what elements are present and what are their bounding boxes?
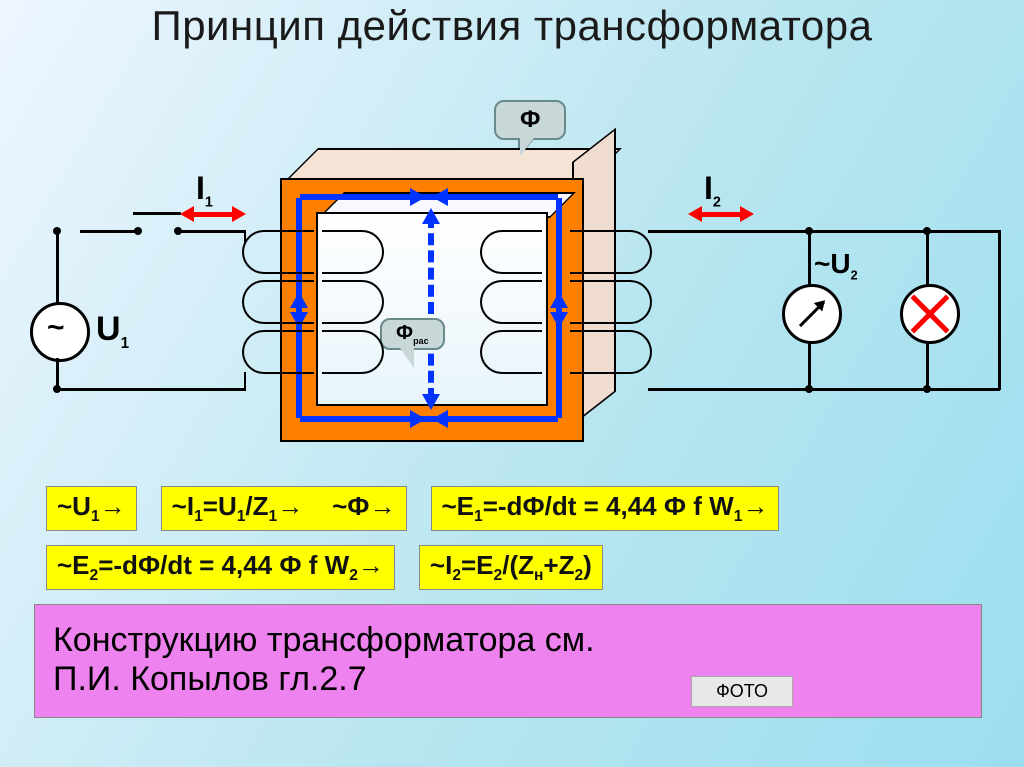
wire <box>648 388 1000 391</box>
flux-bottom <box>300 416 558 422</box>
node-dot <box>923 227 931 235</box>
flux-right <box>556 198 562 418</box>
leakage-flux-line <box>428 216 434 400</box>
phi-scatter-callout: Фрас <box>380 318 445 350</box>
leakage-arrow <box>422 208 440 224</box>
node-dot <box>923 385 931 393</box>
wire <box>56 230 59 304</box>
i2-arrow-r <box>740 206 754 222</box>
switch-bar <box>133 212 181 215</box>
eq-u1: ~U1→ <box>46 486 137 531</box>
winding-secondary <box>570 330 652 374</box>
leakage-arrow <box>422 394 440 410</box>
ac-source: ~ <box>30 302 90 362</box>
winding-primary <box>322 330 384 374</box>
i1-arrow-line <box>192 212 236 217</box>
phi-callout: Ф <box>494 100 566 140</box>
wire <box>998 230 1001 390</box>
meter <box>782 284 842 344</box>
i1-label: I1 <box>196 170 213 210</box>
flux-arrow <box>432 188 448 206</box>
phi-sc-tail <box>400 348 414 368</box>
ref-line2: П.И. Копылов гл.2.7 <box>53 660 963 699</box>
phi-callout-tail <box>520 138 534 156</box>
phi-sc-text: Ф <box>396 322 413 344</box>
phi-sc-sub: рас <box>413 336 429 346</box>
switch-node <box>174 227 182 235</box>
eq-e2: ~E2=-dФ/dt = 4,44 Ф f W2→ <box>46 545 395 590</box>
wire <box>56 388 246 391</box>
node-dot <box>53 227 61 235</box>
transformer-diagram: Ф Фрас ~ I1 U1 <box>0 52 1024 472</box>
flux-arrow <box>410 188 426 206</box>
ref-line1: Конструкцию трансформатора см. <box>53 621 963 660</box>
i1-arrow-r <box>232 206 246 222</box>
eq-i1-phi: ~I1=U1/Z1→ ~Ф→ <box>161 486 407 531</box>
node-dot <box>53 385 61 393</box>
tilde: ~ <box>47 311 65 345</box>
flux-arrow <box>550 312 568 328</box>
wire <box>808 230 811 286</box>
eq-i2: ~I2=E2/(Zн+Z2) <box>419 545 603 590</box>
flux-top <box>300 194 558 200</box>
winding-primary <box>322 230 384 274</box>
wire <box>926 340 929 390</box>
wire <box>648 230 1000 233</box>
i2-arrow-line <box>700 212 744 217</box>
i1-arrow-l <box>180 206 194 222</box>
equation-row-1: ~U1→ ~I1=U1/Z1→ ~Ф→ ~E1=-dФ/dt = 4,44 Ф … <box>46 486 1024 531</box>
i2-label: I2 <box>704 170 721 210</box>
u1-label: U1 <box>96 310 129 353</box>
flux-arrow <box>550 292 568 308</box>
wire <box>80 230 138 233</box>
meter-needle <box>799 301 825 327</box>
wire <box>244 372 246 390</box>
winding-primary <box>322 280 384 324</box>
flux-arrow <box>432 410 448 428</box>
winding-secondary <box>570 230 652 274</box>
i2-arrow-l <box>688 206 702 222</box>
flux-arrow <box>410 410 426 428</box>
equation-row-2: ~E2=-dФ/dt = 4,44 Ф f W2→ ~I2=E2/(Zн+Z2) <box>46 545 1024 590</box>
wire <box>808 340 811 390</box>
winding-secondary <box>480 330 542 374</box>
wire <box>926 230 929 286</box>
page-title: Принцип действия трансформатора <box>0 0 1024 50</box>
winding-primary <box>242 230 314 274</box>
winding-secondary <box>480 280 542 324</box>
winding-secondary <box>480 230 542 274</box>
eq-e1: ~E1=-dФ/dt = 4,44 Ф f W1→ <box>431 486 780 531</box>
u2-label: ~U2 <box>814 248 858 283</box>
switch-node <box>134 227 142 235</box>
node-dot <box>805 385 813 393</box>
winding-primary <box>242 330 314 374</box>
winding-primary <box>242 280 314 324</box>
node-dot <box>805 227 813 235</box>
lamp <box>900 284 960 344</box>
winding-secondary <box>570 280 652 324</box>
reference-box: Конструкцию трансформатора см. П.И. Копы… <box>34 604 982 718</box>
wire <box>175 230 245 233</box>
photo-button[interactable]: ФОТО <box>691 676 793 707</box>
